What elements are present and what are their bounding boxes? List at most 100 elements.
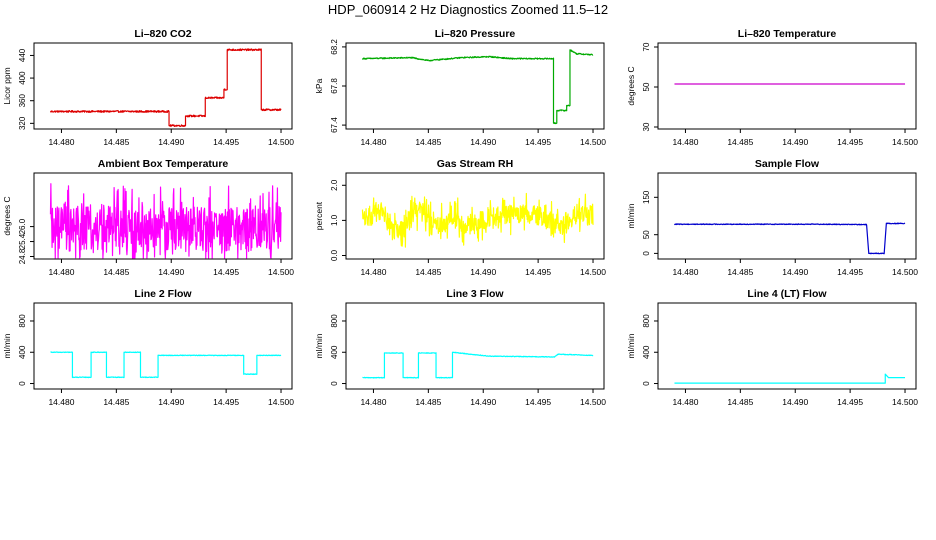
y-tick-label: 0 [642,251,651,256]
panel-3: Li–820 Temperature degrees C 14.480 14.485 1… [626,28,918,147]
y-axis-label: ml/min [626,333,636,358]
plot-frame [345,302,605,390]
panel-title: Li–820 Pressure [435,28,516,40]
x-tick-label: 14.480 [48,137,74,147]
panel-title: Ambient Box Temperature [98,158,229,170]
y-tick-label: 320 [18,116,27,130]
y-axis-label: ml/min [626,203,636,228]
series-line-1 [49,48,282,128]
x-tick-label: 14.485 [415,137,441,147]
panel-title: Li–820 Temperature [738,28,837,40]
x-tick-label: 14.490 [158,397,184,407]
x-tick-label: 14.495 [837,397,863,407]
x-tick-label: 14.490 [782,397,808,407]
x-tick-label: 14.485 [727,397,753,407]
y-tick-label: 70 [642,42,651,51]
y-tick-label: 0 [18,381,27,386]
x-tick-label: 14.490 [470,397,496,407]
x-tick-label: 14.490 [158,137,184,147]
x-tick-label: 14.500 [580,397,606,407]
y-tick-label: 0.0 [330,249,339,261]
y-tick-label: 400 [330,345,339,359]
series-line-1 [50,351,282,379]
x-tick-label: 14.490 [470,137,496,147]
plot-frame [345,172,605,260]
x-tick-label: 14.480 [360,137,386,147]
x-tick-label: 14.480 [672,397,698,407]
panel-4: Ambient Box Temperature degrees C 14.480 14… [2,158,294,277]
x-tick-label: 14.495 [525,267,551,277]
x-tick-label: 14.500 [580,267,606,277]
x-tick-label: 14.485 [103,137,129,147]
panel-title: Line 4 (LT) Flow [747,288,827,300]
y-axis-label: ml/min [314,333,324,358]
y-axis-label: Licor ppm [2,67,12,104]
plot-frame [657,172,917,260]
x-tick-label: 14.500 [268,137,294,147]
y-tick-label: 800 [330,314,339,328]
y-tick-label: 1.0 [330,214,339,226]
y-tick-label: 800 [18,314,27,328]
y-tick-label: 150 [642,190,651,204]
series-line-1 [673,222,906,255]
panel-7: Line 2 Flow ml/min 14.480 14.485 14.490 14.49… [2,288,294,407]
y-tick-label: 0 [330,381,339,386]
panel-5: Gas Stream RH percent 14.480 14.485 14.490 14… [314,158,606,277]
panel-title: Sample Flow [755,158,820,170]
x-tick-label: 14.485 [103,397,129,407]
plot-frame [657,42,917,130]
y-tick-label: 30 [642,122,651,131]
x-tick-label: 14.495 [525,397,551,407]
x-tick-label: 14.490 [782,267,808,277]
x-tick-label: 14.480 [48,267,74,277]
y-tick-label: 800 [642,314,651,328]
y-axis-label: ml/min [2,333,12,358]
x-tick-label: 14.490 [158,267,184,277]
y-tick-label: 400 [18,71,27,85]
panel-title: Gas Stream RH [437,158,513,170]
x-tick-label: 14.495 [213,397,239,407]
x-tick-label: 14.500 [892,397,918,407]
series-line-1 [49,183,282,259]
series-line-1 [362,351,594,379]
y-tick-label: 360 [18,93,27,107]
x-tick-label: 14.500 [268,397,294,407]
plot-frame [33,42,293,130]
panel-title: Li–820 CO2 [134,28,191,40]
y-tick-label: 67.8 [330,78,339,94]
y-axis-label: degrees C [2,196,12,235]
plot-frame [657,302,917,390]
y-tick-label: 68.2 [330,39,339,55]
plot-frame [33,172,293,260]
y-tick-label: 67.4 [330,117,339,133]
page-title: HDP_060914 2 Hz Diagnostics Zoomed 11.5–… [327,2,609,17]
y-tick-label: 50 [642,82,651,91]
y-tick-label: 25.4 [18,233,27,249]
x-tick-label: 14.500 [580,137,606,147]
panel-2: Li–820 Pressure kPa 14.480 14.485 14.490 14.4… [314,28,606,147]
x-tick-label: 14.495 [837,267,863,277]
panel-9: Line 4 (LT) Flow ml/min 14.480 14.485 14.490… [626,288,918,407]
y-axis-label: percent [314,201,324,230]
y-axis-label: degrees C [626,66,636,105]
y-tick-label: 400 [642,345,651,359]
x-tick-label: 14.480 [360,267,386,277]
x-tick-label: 14.495 [837,137,863,147]
panel-title: Line 2 Flow [134,288,192,300]
x-tick-label: 14.495 [213,267,239,277]
x-tick-label: 14.500 [892,267,918,277]
x-tick-label: 14.495 [525,137,551,147]
x-tick-label: 14.480 [672,137,698,147]
y-axis-label: kPa [314,78,324,93]
panel-6: Sample Flow ml/min 14.480 14.485 14.490 14.49… [626,158,918,277]
series-line-1 [674,373,906,384]
panel-8: Line 3 Flow ml/min 14.480 14.485 14.490 14.49… [314,288,606,407]
x-tick-label: 14.480 [360,397,386,407]
plot-frame [345,42,605,130]
x-tick-label: 14.495 [213,137,239,147]
plot-frame [33,302,293,390]
y-tick-label: 2.0 [330,179,339,191]
panel-title: Line 3 Flow [446,288,504,300]
y-tick-label: 24.8 [18,248,27,264]
